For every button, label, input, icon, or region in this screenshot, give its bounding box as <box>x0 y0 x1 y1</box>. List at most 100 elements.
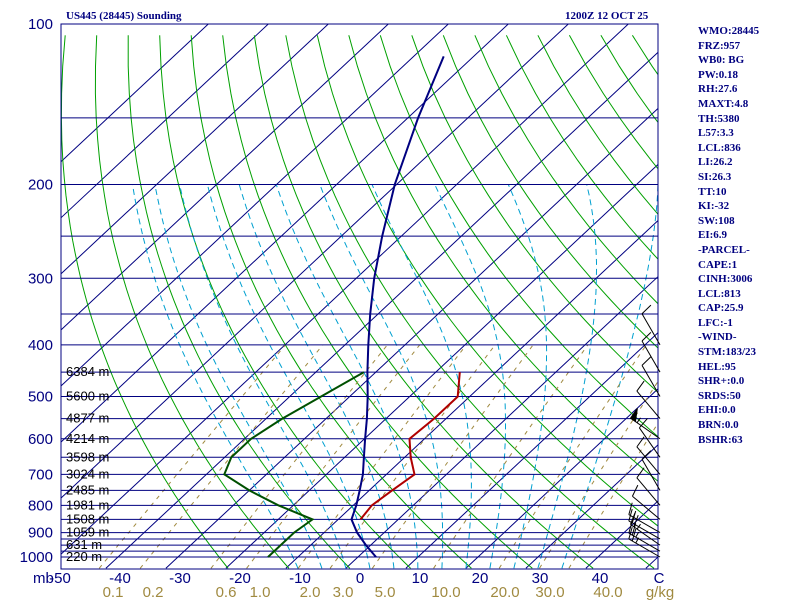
height-label: 1508 m <box>66 511 109 526</box>
wind-barb-flag <box>636 436 645 448</box>
wind-barb-shaft <box>636 446 661 475</box>
pressure-tick-label: 400 <box>28 337 53 354</box>
temperature-unit-label: C <box>654 570 665 587</box>
mixing-ratio-line <box>539 380 658 569</box>
index-line: EHI:0.0 <box>698 404 736 417</box>
mixing-ratio-label: 5.0 <box>375 584 396 600</box>
wind-barb-shaft <box>628 520 661 540</box>
temperature-tick-label: -10 <box>289 570 311 587</box>
wind-barb <box>636 380 661 419</box>
wind-barb <box>636 467 661 506</box>
wind-barb <box>628 508 661 540</box>
mixing-ratio-label: 3.0 <box>333 584 354 600</box>
dry-adiabat <box>379 35 658 438</box>
moist-adiabat <box>275 184 419 569</box>
dewpoint-profile <box>223 371 365 558</box>
chart-title-left: US445 (28445) Sounding <box>66 10 182 22</box>
index-line: TT:10 <box>698 185 727 198</box>
wind-barb-half-flag <box>635 531 640 538</box>
index-line: -WIND- <box>698 331 737 344</box>
moist-adiabat <box>132 184 299 569</box>
dry-adiabat <box>94 35 290 569</box>
dry-adiabat <box>442 35 658 349</box>
parcel-profile <box>359 372 461 521</box>
mixing-ratio-label: 30.0 <box>535 584 564 600</box>
mixing-ratio-label: 1.0 <box>250 584 271 600</box>
index-line: WMO:28445 <box>698 25 760 37</box>
wind-barb-shaft <box>636 477 661 506</box>
wind-barb <box>629 407 661 440</box>
pressure-tick-label: 700 <box>28 466 53 483</box>
isotherm-line <box>105 51 658 569</box>
wind-barb-shaft <box>628 514 661 534</box>
wind-barb-flag <box>641 332 652 342</box>
temperature-tick-label: 0 <box>356 570 364 587</box>
height-label: 2485 m <box>66 482 109 497</box>
wind-barb <box>641 450 661 491</box>
index-line: SI:26.3 <box>698 170 732 183</box>
index-line: LCL:836 <box>698 141 741 154</box>
mixing-ratio-line <box>568 422 658 569</box>
index-line: LCL:813 <box>698 287 741 300</box>
wind-barb <box>628 502 661 534</box>
moist-adiabat <box>179 184 347 569</box>
temperature-tick-label: -20 <box>229 570 251 587</box>
index-line: STM:183/23 <box>698 346 757 359</box>
index-line: MAXT:4.8 <box>698 97 749 110</box>
wind-barb-flag <box>628 508 633 522</box>
mixing-ratio-label: 20.0 <box>490 584 519 600</box>
isotherm-line <box>61 24 450 387</box>
dry-adiabat <box>127 35 351 569</box>
dry-adiabat <box>190 35 472 569</box>
moist-adiabat <box>371 184 472 569</box>
moist-adiabat <box>561 184 658 569</box>
pressure-tick-label: 1000 <box>20 549 53 566</box>
temperature-tick-label: 40 <box>592 570 609 587</box>
dry-adiabat <box>505 35 658 260</box>
wind-barb-flag <box>641 356 652 366</box>
profile-lines <box>223 56 461 558</box>
mixing-ratio-line <box>210 344 388 569</box>
mixing-ratio-line <box>98 344 286 569</box>
wind-barb <box>641 356 661 397</box>
isotherm-line <box>465 388 658 569</box>
wind-barb-flag <box>631 484 639 497</box>
isotherm-line <box>405 332 658 569</box>
wind-barb-shaft <box>641 458 661 491</box>
wind-barb-shaft <box>628 532 661 552</box>
wind-barb-flag <box>631 528 637 542</box>
pressure-tick-label: 300 <box>28 270 53 287</box>
mixing-ratio-line <box>371 344 534 569</box>
wind-barb-flag <box>636 467 645 479</box>
wind-barb-flag <box>641 450 652 460</box>
temperature-tick-label: -50 <box>49 570 71 587</box>
wind-barb-shaft <box>638 427 661 458</box>
wind-barb-flag <box>628 526 633 540</box>
moist-adiabat <box>319 184 444 569</box>
index-line: TH:5380 <box>698 112 740 125</box>
wind-barb <box>636 436 661 475</box>
wind-barb-shaft <box>630 524 661 546</box>
dry-adiabat <box>285 35 655 569</box>
mixing-ratio-line <box>498 344 647 569</box>
dry-adiabat <box>411 35 658 393</box>
wind-barb <box>628 521 661 552</box>
index-line: WB0: BG <box>698 54 745 67</box>
wind-barb-pennant <box>629 407 638 423</box>
stability-index-panel: WMO:28445 FRZ:957 WB0: BG PW:0.18 RH:27.6 MAX… <box>698 24 798 447</box>
wind-barb <box>631 484 661 520</box>
mixing-ratio-label: 0.1 <box>103 584 124 600</box>
height-label: 3024 m <box>66 466 109 481</box>
moist-adiabat <box>154 184 323 569</box>
index-line: CAP:25.9 <box>698 302 744 315</box>
height-label: 4877 m <box>66 411 109 426</box>
index-line: SHR+:0.0 <box>698 375 745 388</box>
isotherm-line <box>285 219 658 569</box>
index-line: BSHR:63 <box>698 433 743 446</box>
height-label: 1059 m <box>66 525 109 540</box>
isotherm-line <box>165 107 658 569</box>
mixing-ratio-label: 2.0 <box>300 584 321 600</box>
mixing-ratio-unit-label: g/kg <box>646 584 674 600</box>
wind-barb-shaft <box>628 538 661 558</box>
